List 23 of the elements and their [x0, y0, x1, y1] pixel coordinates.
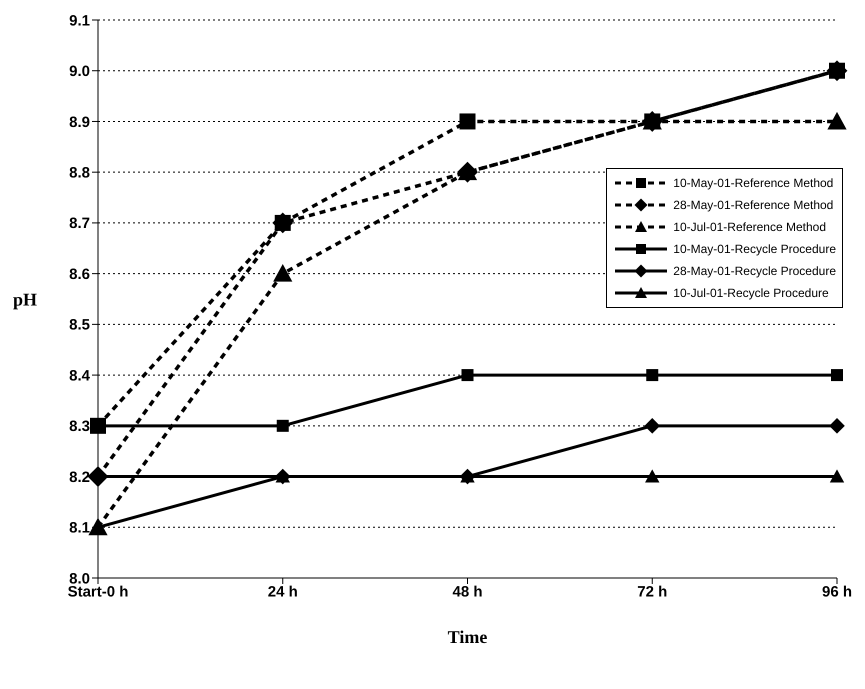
legend-label: 10-May-01-Recycle Procedure	[673, 242, 836, 256]
legend-label: 28-May-01-Recycle Procedure	[673, 264, 836, 278]
y-tick-label: 8.3	[69, 418, 90, 436]
y-tick-label: 8.4	[69, 367, 91, 384]
legend-label: 10-Jul-01-Reference Method	[673, 220, 826, 234]
y-tick-label: 8.6	[69, 266, 90, 283]
legend-label: 28-May-01-Reference Method	[673, 198, 834, 212]
x-tick-label: 72 h	[637, 584, 668, 601]
y-tick-label: 8.8	[69, 164, 90, 182]
legend-label: 10-May-01-Reference Method	[673, 176, 834, 190]
x-tick-label: 48 h	[452, 584, 483, 601]
y-tick-label: 8.5	[69, 316, 90, 334]
x-tick-label: 96 h	[822, 584, 852, 601]
y-tick-label: 9.1	[69, 12, 90, 30]
y-tick-label: 8.7	[69, 215, 90, 232]
y-tick-label: 8.2	[69, 468, 90, 486]
y-tick-label: 8.1	[69, 520, 90, 537]
y-axis-title: pH	[13, 289, 38, 310]
legend-label: 10-Jul-01-Recycle Procedure	[673, 286, 829, 300]
x-tick-label: 24 h	[268, 584, 298, 601]
y-tick-label: 9.0	[69, 63, 90, 80]
y-tick-label: 8.9	[69, 114, 90, 131]
x-axis-title: Time	[448, 627, 488, 647]
